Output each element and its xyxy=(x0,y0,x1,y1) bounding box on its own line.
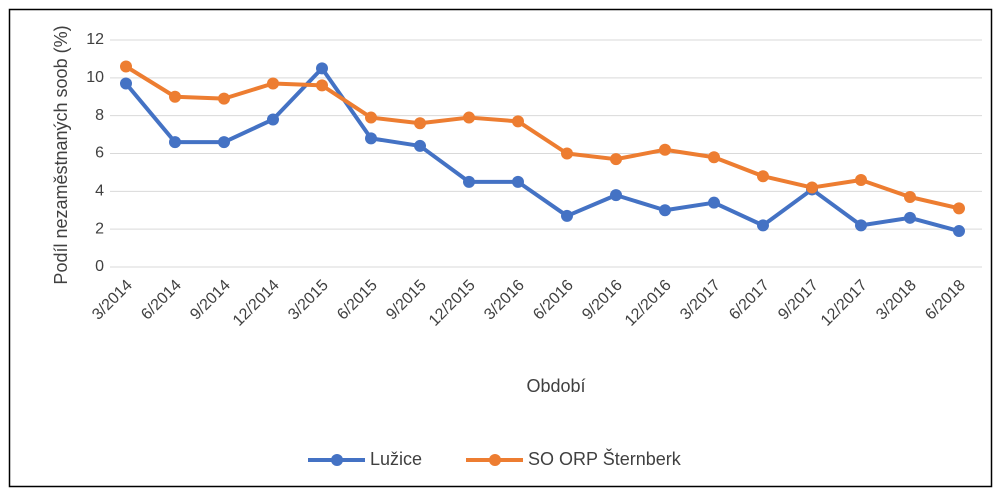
chart-border xyxy=(8,8,993,488)
data-point xyxy=(708,196,720,209)
data-point xyxy=(855,173,867,186)
data-point xyxy=(414,117,426,130)
data-point xyxy=(512,175,524,188)
y-axis-title: Podíl nezaměstnaných soob (%) xyxy=(51,25,71,284)
data-point xyxy=(561,209,573,222)
series-line xyxy=(124,64,960,211)
data-point xyxy=(953,202,965,215)
data-point xyxy=(316,79,328,92)
data-point xyxy=(855,219,867,232)
data-point xyxy=(806,181,818,194)
legend-marker xyxy=(331,454,343,466)
data-point xyxy=(904,211,916,224)
data-point xyxy=(169,90,181,103)
data-point xyxy=(561,147,573,160)
y-tick-label: 6 xyxy=(95,145,104,162)
data-point xyxy=(708,151,720,164)
data-point xyxy=(610,153,622,166)
data-point xyxy=(463,111,475,124)
data-point xyxy=(316,62,328,75)
data-point xyxy=(414,139,426,152)
data-point xyxy=(169,136,181,149)
data-point xyxy=(120,60,132,73)
data-point xyxy=(267,113,279,126)
data-point xyxy=(659,204,671,217)
y-tick-label: 0 xyxy=(95,258,104,275)
y-tick-label: 4 xyxy=(95,183,104,200)
data-point xyxy=(512,115,524,128)
y-tick-label: 8 xyxy=(95,107,104,124)
data-point xyxy=(120,77,132,90)
data-point xyxy=(659,143,671,156)
data-point xyxy=(365,111,377,124)
legend-label: Lužice xyxy=(370,449,422,469)
data-point xyxy=(757,219,769,232)
data-point xyxy=(757,170,769,183)
data-point xyxy=(904,191,916,204)
y-tick-label: 10 xyxy=(86,69,104,86)
y-tick-label: 2 xyxy=(95,220,104,237)
data-point xyxy=(463,175,475,188)
data-point xyxy=(267,77,279,90)
legend-label: SO ORP Šternberk xyxy=(528,448,682,469)
data-point xyxy=(953,225,965,238)
y-tick-label: 12 xyxy=(86,31,104,48)
data-point xyxy=(365,132,377,145)
data-point xyxy=(218,92,230,105)
data-point xyxy=(610,189,622,202)
legend-marker xyxy=(489,454,501,466)
series-line xyxy=(124,66,960,233)
data-point xyxy=(218,136,230,149)
x-axis-title: Období xyxy=(526,376,585,396)
